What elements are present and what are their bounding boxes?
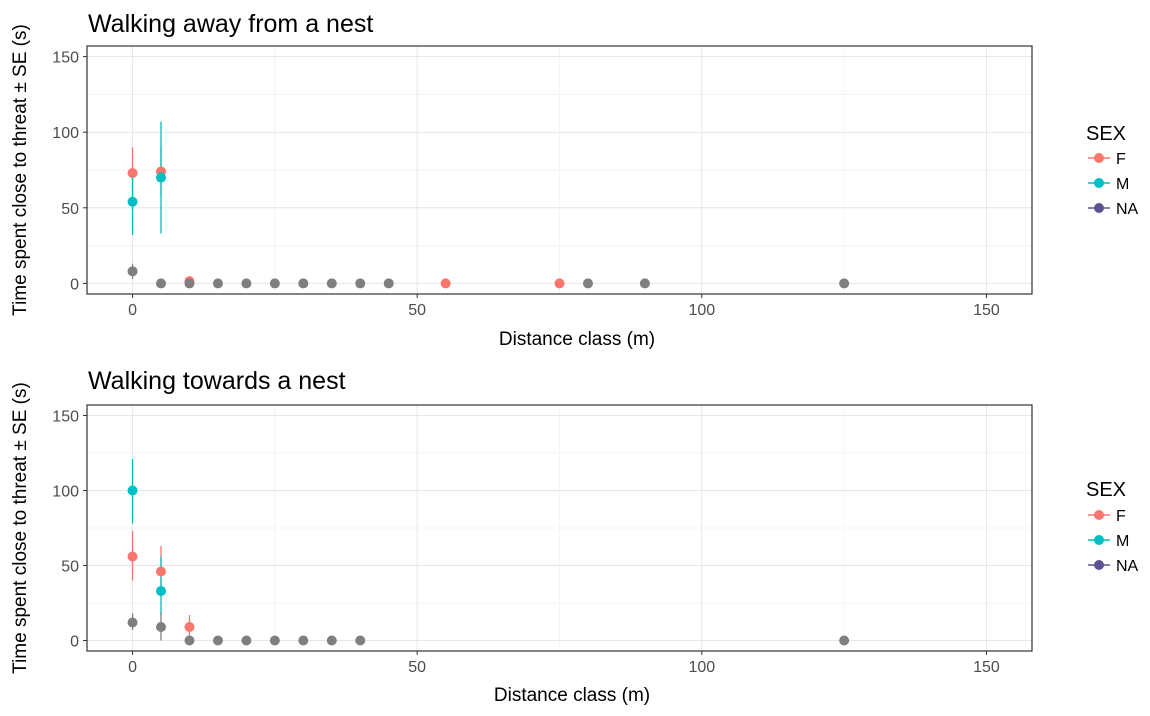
x-tick-label: 0 [128,302,137,319]
data-point-m [127,485,138,496]
y-tick-label: 50 [61,201,79,218]
legend-label: M [1116,533,1129,550]
x-axis-title: Distance class (m) [499,329,655,350]
legend-item-na: NA [1088,201,1139,218]
legend-label: M [1116,176,1129,193]
chart-title: Walking towards a nest [88,367,346,395]
legend-item-f: F [1088,508,1126,525]
data-point-na [839,635,850,646]
legend: SEX F M NA [1086,123,1139,218]
data-point-m [156,172,167,183]
data-point-na [355,635,366,646]
data-point-na [383,278,394,289]
data-point-na [212,635,223,646]
legend-title: SEX [1086,123,1126,145]
data-point-na [127,266,138,277]
panel-border [86,404,1033,652]
data-point-na [127,617,138,628]
data-point-na [326,635,337,646]
data-point-na [184,635,195,646]
y-tick-label: 150 [52,409,79,426]
data-point-na [241,635,252,646]
x-tick-label: 100 [688,659,715,676]
legend-title: SEX [1086,479,1126,501]
x-tick-label: 150 [973,659,1000,676]
data-point-na [269,635,280,646]
x-tick-label: 50 [408,302,426,319]
legend-key-point [1094,178,1104,188]
plot-area: 0 50 100 150 0 50 100 150 [52,45,1033,319]
legend: SEX F M NA [1086,479,1139,575]
data-point-na [298,635,309,646]
plot-area: 0 50 100 150 0 50 100 150 [52,404,1033,676]
legend-key-point [1094,203,1104,213]
data-point-na [241,278,252,289]
data-point-m [127,196,138,207]
legend-key-point [1094,535,1104,545]
x-tick-label: 100 [688,302,715,319]
panel-towards: 0 50 100 150 0 50 100 150 Walking towards a nes… [52,367,1138,706]
data-point-na [582,278,593,289]
y-axis-title: Time spent close to threat ± SE (s) [10,382,31,674]
data-point-na [839,278,850,289]
legend-item-m: M [1088,176,1129,193]
legend-key-point [1094,510,1104,520]
panel-border [86,45,1033,295]
data-point-f [554,278,565,289]
data-point-na [326,278,337,289]
data-point-f [440,278,451,289]
data-point-f [127,168,138,179]
legend-key-point [1094,560,1104,570]
panel-away: 0 50 100 150 0 50 100 150 Walking away from a n… [52,10,1138,350]
data-point-na [184,278,195,289]
data-point-f [156,566,167,577]
x-tick-label: 50 [408,659,426,676]
data-point-na [269,278,280,289]
data-point-f [127,551,138,562]
data-point-na [355,278,366,289]
y-tick-label: 50 [61,559,79,576]
legend-key-point [1094,153,1104,163]
x-tick-label: 150 [973,302,1000,319]
legend-label: F [1116,151,1126,168]
y-tick-label: 150 [52,50,79,67]
data-point-f [184,622,195,632]
data-point-m [156,586,167,596]
data-point-na [298,278,309,289]
data-point-na [639,278,650,289]
legend-item-m: M [1088,533,1129,550]
x-tick-label: 0 [128,659,137,676]
y-tick-label: 100 [52,125,79,142]
y-tick-label: 100 [52,484,79,501]
legend-label: F [1116,508,1126,525]
legend-label: NA [1116,201,1139,218]
y-tick-label: 0 [70,634,79,651]
legend-item-na: NA [1088,558,1139,575]
data-point-na [156,622,167,632]
legend-item-f: F [1088,151,1126,168]
y-axis-title: Time spent close to threat ± SE (s) [10,24,31,316]
data-point-na [156,278,167,289]
data-point-na [212,278,223,289]
y-tick-label: 0 [70,276,79,293]
legend-label: NA [1116,558,1139,575]
x-axis-title: Distance class (m) [494,685,650,706]
chart-title: Walking away from a nest [88,10,373,38]
